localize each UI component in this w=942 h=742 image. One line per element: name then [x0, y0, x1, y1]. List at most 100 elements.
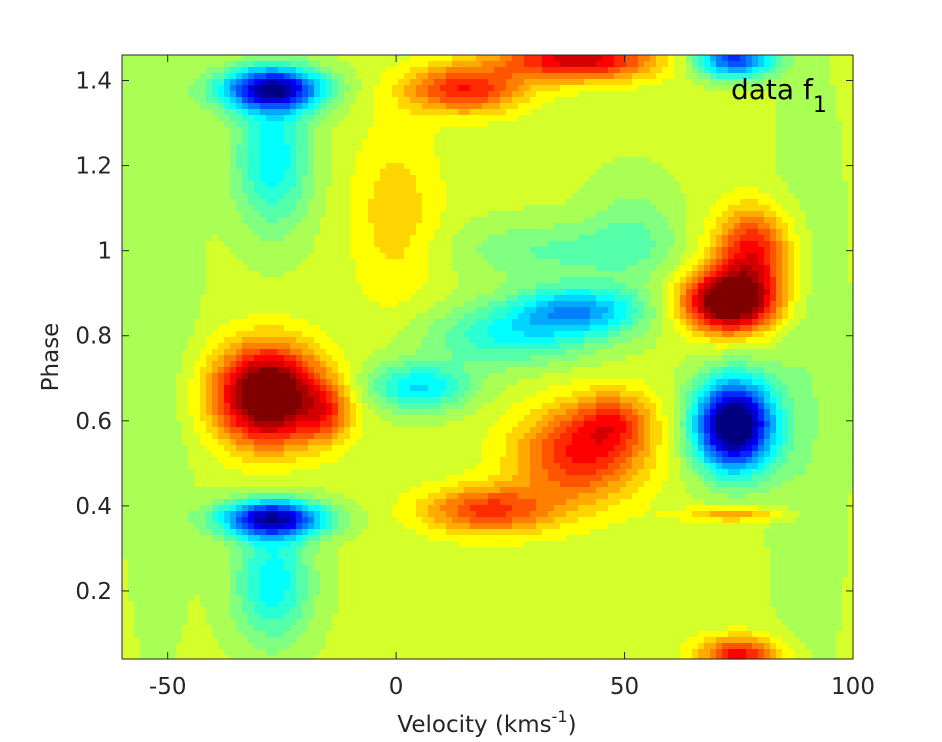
heatmap-cell	[632, 151, 639, 158]
heatmap-cell	[818, 247, 825, 254]
heatmap-cell	[704, 241, 711, 248]
heatmap-cell	[182, 85, 189, 92]
heatmap-cell	[554, 253, 561, 260]
heatmap-cell	[800, 127, 807, 134]
heatmap-cell	[794, 73, 801, 80]
heatmap-cell	[278, 103, 285, 110]
heatmap-cell	[146, 211, 153, 218]
heatmap-cell	[338, 79, 345, 86]
heatmap-cell	[308, 61, 315, 68]
heatmap-cell	[176, 223, 183, 230]
heatmap-cell	[398, 133, 405, 140]
heatmap-cell	[212, 193, 219, 200]
heatmap-cell	[518, 229, 525, 236]
heatmap-cell	[680, 61, 687, 68]
heatmap-cell	[596, 133, 603, 140]
heatmap-cell	[542, 121, 549, 128]
heatmap-cell	[392, 55, 399, 62]
heatmap-cell	[668, 277, 675, 284]
heatmap-cell	[614, 223, 621, 230]
heatmap-cell	[236, 85, 243, 92]
heatmap-cell	[518, 193, 525, 200]
heatmap-cell	[548, 115, 555, 122]
heatmap-cell	[176, 55, 183, 62]
heatmap-cell	[314, 199, 321, 206]
heatmap-cell	[698, 169, 705, 176]
heatmap-cell	[602, 79, 609, 86]
heatmap-cell	[152, 181, 159, 188]
heatmap-cell	[482, 211, 489, 218]
heatmap-cell	[362, 85, 369, 92]
heatmap-cell	[368, 265, 375, 272]
heatmap-cell	[494, 283, 501, 290]
heatmap-cell	[800, 253, 807, 260]
heatmap-cell	[662, 217, 669, 224]
heatmap-cell	[800, 109, 807, 116]
heatmap-cell	[734, 91, 741, 98]
heatmap-cell	[158, 145, 165, 152]
heatmap-cell	[488, 157, 495, 164]
heatmap-cell	[158, 277, 165, 284]
heatmap-cell	[584, 115, 591, 122]
heatmap-cell	[272, 175, 279, 182]
heatmap-cell	[164, 217, 171, 224]
heatmap-cell	[602, 265, 609, 272]
heatmap-cell	[338, 205, 345, 212]
heatmap-cell	[470, 217, 477, 224]
heatmap-cell	[254, 187, 261, 194]
heatmap-cell	[722, 61, 729, 68]
heatmap-cell	[686, 235, 693, 242]
heatmap-cell	[662, 265, 669, 272]
heatmap-cell	[632, 169, 639, 176]
heatmap-cell	[416, 241, 423, 248]
heatmap-cell	[578, 271, 585, 278]
heatmap-cell	[740, 73, 747, 80]
heatmap-cell	[308, 253, 315, 260]
heatmap-cell	[320, 145, 327, 152]
heatmap-cell	[326, 133, 333, 140]
heatmap-cell	[626, 103, 633, 110]
heatmap-cell	[548, 253, 555, 260]
heatmap-cell	[194, 55, 201, 62]
heatmap-cell	[542, 169, 549, 176]
heatmap-cell	[218, 109, 225, 116]
heatmap-cell	[650, 85, 657, 92]
heatmap-cell	[260, 151, 267, 158]
heatmap-cell	[680, 103, 687, 110]
heatmap-cell	[560, 139, 567, 146]
heatmap-cell	[302, 115, 309, 122]
heatmap-cell	[428, 109, 435, 116]
heatmap-cell	[698, 205, 705, 212]
heatmap-cell	[458, 259, 465, 266]
heatmap-cell	[662, 187, 669, 194]
heatmap-cell	[152, 151, 159, 158]
heatmap-cell	[662, 247, 669, 254]
heatmap-cell	[134, 295, 141, 302]
heatmap-cell	[152, 235, 159, 242]
heatmap-cell	[572, 283, 579, 290]
heatmap-cell	[332, 193, 339, 200]
heatmap-cell	[608, 265, 615, 272]
heatmap-cell	[320, 157, 327, 164]
heatmap-cell	[398, 67, 405, 74]
heatmap-cell	[206, 133, 213, 140]
heatmap-cell	[614, 55, 621, 62]
heatmap-cell	[800, 271, 807, 278]
heatmap-cell	[314, 157, 321, 164]
heatmap-cell	[392, 181, 399, 188]
heatmap-cell	[674, 109, 681, 116]
heatmap-cell	[740, 187, 747, 194]
heatmap-cell	[692, 283, 699, 290]
heatmap-cell	[128, 193, 135, 200]
heatmap-cell	[362, 235, 369, 242]
heatmap-cell	[158, 241, 165, 248]
heatmap-cell	[836, 223, 843, 230]
heatmap-cell	[392, 163, 399, 170]
heatmap-cell	[128, 79, 135, 86]
heatmap-cell	[434, 259, 441, 266]
heatmap-cell	[662, 295, 669, 302]
heatmap-cell	[524, 151, 531, 158]
heatmap-cell	[164, 61, 171, 68]
heatmap-cell	[278, 235, 285, 242]
heatmap-cell	[722, 139, 729, 146]
